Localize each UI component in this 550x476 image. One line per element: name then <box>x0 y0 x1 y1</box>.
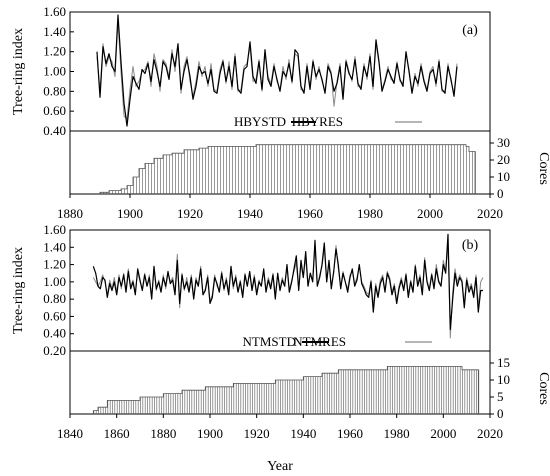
x-tick-label: 1960 <box>297 206 323 221</box>
y-tick-label: 1.40 <box>43 239 66 254</box>
y-tick-label: 1.60 <box>43 222 66 237</box>
y2-tick-label: 20 <box>497 152 510 167</box>
y2-tick-label: 10 <box>497 372 510 387</box>
x-tick-label: 2020 <box>477 426 503 441</box>
y-tick-label: 0.20 <box>43 343 66 358</box>
panel-label: (a) <box>462 23 478 38</box>
index-plot-frame <box>69 229 491 352</box>
x-tick-label: 1900 <box>117 206 143 221</box>
y2-tick-label: 10 <box>497 169 510 184</box>
x-tick-label: 1960 <box>337 426 363 441</box>
x-tick-label: 1940 <box>237 206 263 221</box>
series-line-hbystd <box>96 14 458 127</box>
panel-label: (b) <box>462 238 479 253</box>
x-tick-label: 1920 <box>244 426 270 441</box>
x-tick-label: 1980 <box>357 206 383 221</box>
y-tick-label: 1.20 <box>43 44 66 59</box>
y2-tick-label: 30 <box>497 135 510 150</box>
x-tick-label: 1880 <box>150 426 176 441</box>
x-tick-label: 2000 <box>430 426 456 441</box>
y-tick-label: 0.60 <box>43 103 66 118</box>
cores-bars <box>93 366 480 414</box>
y2-tick-label: 5 <box>497 389 504 404</box>
y-tick-label: 0.40 <box>43 326 66 341</box>
y-tick-label: 0.40 <box>43 123 66 138</box>
y-tick-label: 0.80 <box>43 83 66 98</box>
legend-label: HBYSTD <box>234 114 286 129</box>
cores-outline <box>92 366 479 414</box>
y2-tick-label: 0 <box>497 406 504 421</box>
legend-label: NTMSTD <box>243 334 296 349</box>
x-tick-label: 2000 <box>417 206 443 221</box>
y-tick-label: 1.00 <box>43 64 66 79</box>
y2-tick-label: 15 <box>497 355 510 370</box>
y-tick-label: 0.60 <box>43 308 66 323</box>
y-tick-label: 1.60 <box>43 4 66 19</box>
y-tick-label: 0.80 <box>43 291 66 306</box>
x-tick-label: 1880 <box>57 206 83 221</box>
x-tick-label: 1940 <box>290 426 316 441</box>
x-tick-label: 1860 <box>104 426 130 441</box>
series-line-hbyres <box>96 21 458 120</box>
y-axis-label: Tree-ring index <box>11 28 26 115</box>
x-tick-label: 2020 <box>477 206 503 221</box>
y-tick-label: 1.40 <box>43 24 66 39</box>
y2-axis-label: Cores <box>536 152 550 185</box>
panel-b: 0.20 0.40 0.60 0.80 1.00 1.20 1.40 1.60 0 5 10 15 18… <box>11 222 550 474</box>
x-tick-label: 1920 <box>177 206 203 221</box>
panel-a: 0.40 0.60 0.80 1.00 1.20 1.40 1.60 0 10 20 30 1880 1… <box>11 4 550 221</box>
cores-outline <box>99 144 476 194</box>
x-axis-label: Year <box>267 459 293 474</box>
y-tick-label: 1.20 <box>43 257 66 272</box>
x-tick-label: 1980 <box>384 426 410 441</box>
x-tick-label: 1900 <box>197 426 223 441</box>
cores-bars <box>100 144 476 194</box>
y2-axis-label: Cores <box>536 372 550 405</box>
legend-label: NTMRES <box>293 334 346 349</box>
x-tick-label: 1840 <box>57 426 83 441</box>
series-line-ntmstd <box>92 233 483 330</box>
y-axis-label: Tree-ring index <box>11 247 26 334</box>
legend-label: HBYRES <box>292 114 343 129</box>
y2-tick-label: 0 <box>497 186 504 201</box>
y-tick-label: 1.00 <box>43 274 66 289</box>
